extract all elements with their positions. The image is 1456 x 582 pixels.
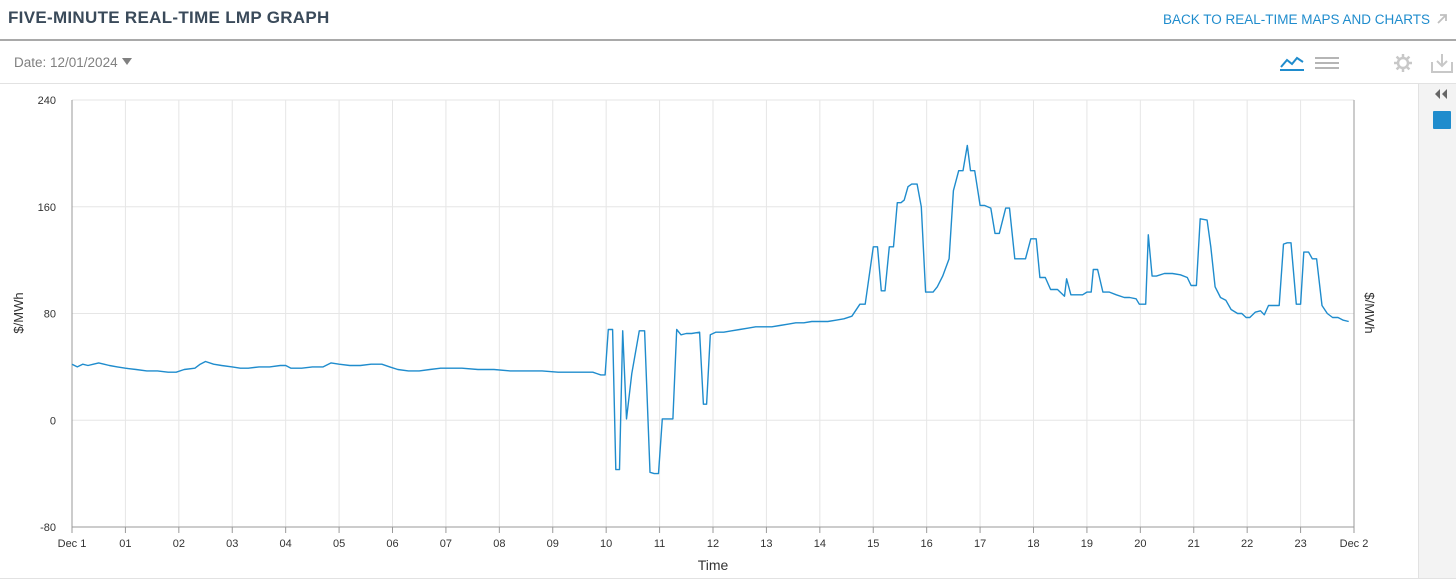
axis-layer: -80 0 80 160 240 Dec 1 01 02 03 04 05 06 07 08 09 10 11 1… — [38, 95, 1369, 550]
x-tick-label: 21 — [1188, 538, 1200, 550]
x-tick-label: 01 — [119, 538, 131, 550]
lmp-series-line — [71, 144, 1349, 475]
x-tick-label: 14 — [814, 538, 826, 550]
x-axis-title: Time — [698, 557, 729, 573]
y-axis-title: $/MWh — [11, 292, 26, 333]
y-tick-label: 160 — [38, 202, 56, 214]
download-icon[interactable] — [1430, 52, 1454, 74]
page-title: FIVE-MINUTE REAL-TIME LMP GRAPH — [8, 8, 330, 27]
x-tick-label: 17 — [974, 538, 986, 550]
table-view-icon[interactable] — [1314, 55, 1340, 71]
chevron-down-icon — [121, 58, 132, 65]
x-tick-label: 06 — [386, 538, 398, 550]
x-tick-label: 13 — [760, 538, 772, 550]
chart-toolbar: Date: 12/01/2024 — [0, 42, 1456, 84]
x-tick-label: 11 — [654, 538, 665, 550]
page-header: FIVE-MINUTE REAL-TIME LMP GRAPH BACK TO … — [0, 0, 1456, 41]
x-tick-label: 07 — [440, 538, 452, 550]
x-tick-label: 23 — [1294, 538, 1306, 550]
x-tick-label: 19 — [1081, 538, 1093, 550]
x-tick-label: 10 — [600, 538, 612, 550]
y-tick-label: 240 — [38, 95, 56, 107]
y-tick-label: 0 — [50, 415, 56, 427]
gear-icon[interactable] — [1393, 53, 1413, 73]
date-label: Date: 12/01/2024 — [14, 55, 118, 70]
y-tick-label: -80 — [40, 522, 56, 534]
y-axis-title-right: $/MWh — [1362, 292, 1377, 333]
x-tick-label: 22 — [1241, 538, 1253, 550]
legend-sidebar — [1418, 84, 1456, 578]
x-tick-label: 16 — [921, 538, 933, 550]
x-tick-label: 15 — [867, 538, 879, 550]
series-layer — [71, 144, 1349, 475]
bottom-divider — [0, 578, 1456, 579]
x-tick-label: 18 — [1027, 538, 1039, 550]
x-tick-label: 09 — [547, 538, 559, 550]
lmp-line-chart: -80 0 80 160 240 Dec 1 01 02 03 04 05 06 07 08 09 10 11 1… — [11, 95, 1377, 573]
collapse-icon[interactable] — [1434, 88, 1448, 100]
x-tick-label: 20 — [1134, 538, 1146, 550]
date-dropdown[interactable]: Date: 12/01/2024 — [14, 55, 132, 70]
x-tick-label: 04 — [280, 538, 292, 550]
x-tick-label: Dec 2 — [1340, 538, 1369, 550]
external-link-icon[interactable] — [1433, 10, 1451, 28]
grid-layer — [71, 99, 1355, 528]
legend-series-swatch[interactable] — [1433, 111, 1451, 129]
x-tick-label: 08 — [493, 538, 505, 550]
line-chart-icon[interactable] — [1279, 54, 1305, 72]
y-tick-label: 80 — [44, 309, 56, 321]
x-tick-label: 03 — [226, 538, 238, 550]
x-tick-label: Dec 1 — [58, 538, 87, 550]
back-to-maps-link[interactable]: BACK TO REAL-TIME MAPS AND CHARTS — [1163, 12, 1431, 27]
x-tick-label: 12 — [707, 538, 719, 550]
x-tick-label: 02 — [173, 538, 185, 550]
x-tick-label: 05 — [333, 538, 345, 550]
